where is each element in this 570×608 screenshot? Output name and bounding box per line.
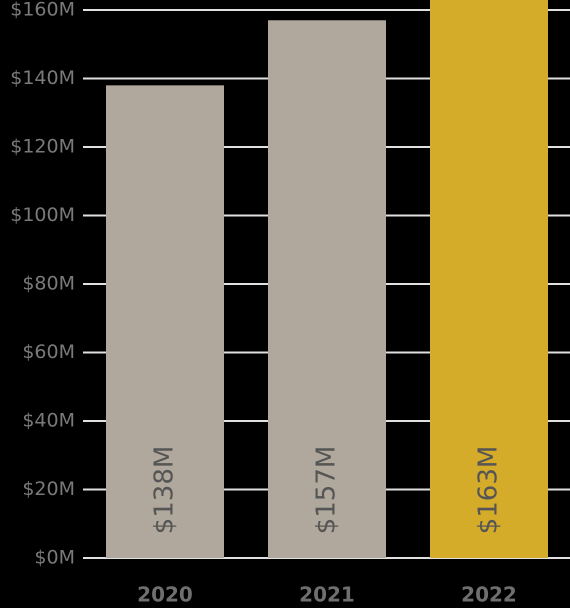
x-tick-label: 2020 bbox=[137, 583, 193, 607]
value-label: $138M bbox=[150, 446, 180, 535]
y-tick-label: $120M bbox=[10, 136, 75, 158]
y-tick-label: $0M bbox=[34, 547, 75, 569]
y-tick-label: $20M bbox=[22, 478, 75, 500]
x-tick-label: 2022 bbox=[461, 583, 517, 607]
value-label: $163M bbox=[474, 446, 504, 535]
y-tick-label: $140M bbox=[10, 67, 75, 89]
x-tick-label: 2021 bbox=[299, 583, 355, 607]
bar bbox=[106, 85, 224, 558]
y-tick-label: $40M bbox=[22, 410, 75, 432]
value-label: $157M bbox=[312, 446, 342, 535]
bar bbox=[268, 20, 386, 558]
y-tick-label: $160M bbox=[10, 0, 75, 21]
bar bbox=[430, 0, 548, 559]
y-tick-label: $60M bbox=[22, 341, 75, 363]
y-tick-label: $100M bbox=[10, 204, 75, 226]
y-tick-label: $80M bbox=[22, 273, 75, 295]
